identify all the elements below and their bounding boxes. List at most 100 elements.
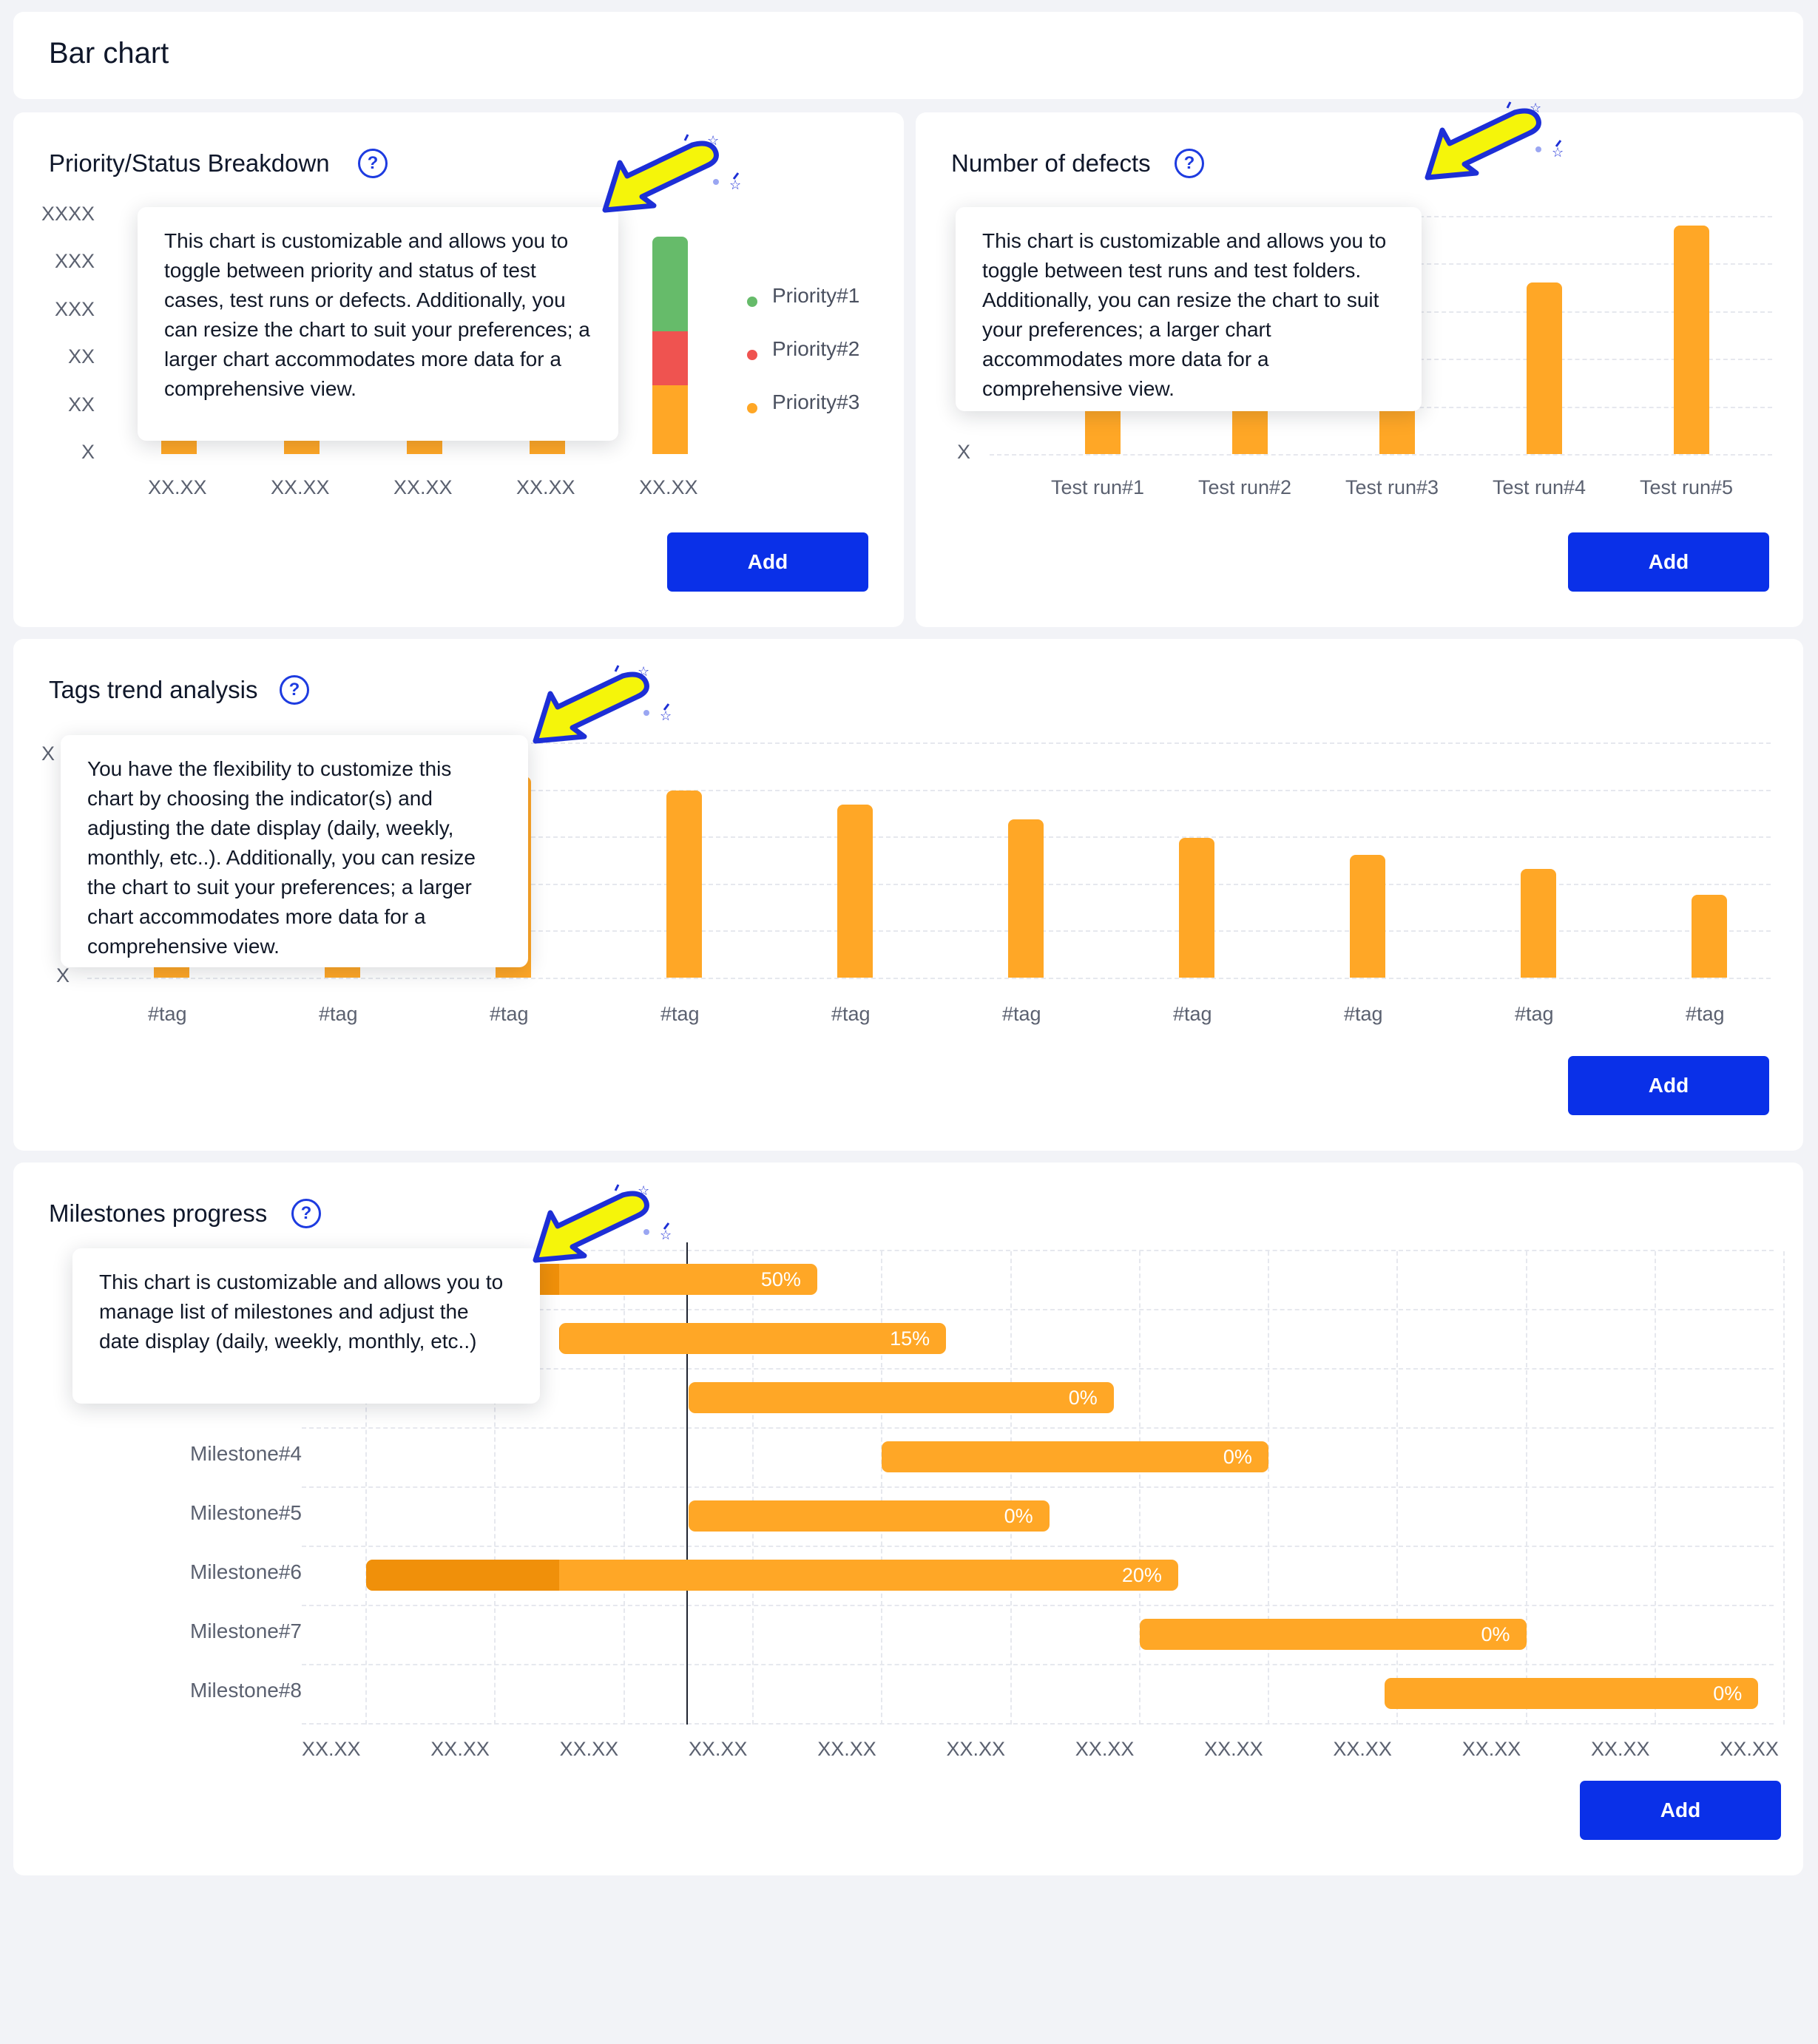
legend-dot <box>747 403 757 413</box>
card-title: Milestones progress <box>49 1199 268 1227</box>
x-tick-label: XX.XX <box>688 1738 748 1760</box>
bar-segment <box>652 385 688 454</box>
add-button[interactable]: Add <box>1568 532 1769 592</box>
gridline <box>881 1251 883 1725</box>
highlight-arrow-icon: ☆ ☆ <box>1425 101 1564 180</box>
defects-card: Number of defects ? X Test run#1 Test run#… <box>916 101 1803 627</box>
page-title: Bar chart <box>49 37 169 70</box>
bar <box>1350 854 1385 978</box>
milestone-label: Milestone#8 <box>190 1679 302 1702</box>
x-tick-label: #tag <box>490 1003 529 1025</box>
tooltip: This chart is customizable and allows yo… <box>72 1248 540 1404</box>
x-tick-label: XX.XX <box>1075 1738 1135 1760</box>
tooltip: This chart is customizable and allows yo… <box>138 207 618 441</box>
help-icon[interactable]: ? <box>280 675 309 705</box>
svg-text:☆: ☆ <box>638 664 649 679</box>
bar <box>666 791 702 978</box>
gridline <box>302 1486 1774 1488</box>
x-tick-label: #tag <box>1002 1003 1041 1025</box>
card-title: Priority/Status Breakdown <box>49 149 330 177</box>
x-tick-label: #tag <box>1515 1003 1554 1025</box>
x-tick-label: #tag <box>148 1003 187 1025</box>
gridline <box>302 1546 1774 1547</box>
svg-text:☆: ☆ <box>660 1228 672 1242</box>
bar <box>1527 282 1562 454</box>
y-tick-label: XXXX <box>41 203 95 225</box>
header-card: Bar chart <box>13 12 1803 99</box>
gridline <box>1396 1251 1399 1725</box>
bar <box>837 805 873 978</box>
x-tick-label: #tag <box>660 1003 700 1025</box>
milestone-percent: 50% <box>760 1268 801 1290</box>
milestone-percent: 0% <box>1004 1505 1033 1527</box>
gridline <box>87 930 1771 933</box>
gridline <box>87 789 1771 791</box>
gridline <box>302 1309 1774 1310</box>
x-tick-label: Test run#4 <box>1493 476 1586 498</box>
y-tick-label: X <box>956 441 970 463</box>
gridline <box>302 1664 1774 1665</box>
bar <box>1521 868 1556 978</box>
y-tick-label: XXX <box>54 250 95 273</box>
add-button[interactable]: Add <box>1568 1056 1769 1115</box>
gridline <box>751 1251 754 1725</box>
bar <box>1692 895 1727 978</box>
bar <box>1085 410 1121 454</box>
help-icon[interactable]: ? <box>291 1199 321 1228</box>
tooltip: You have the flexibility to customize th… <box>61 735 528 967</box>
bar-segment <box>652 236 688 331</box>
x-tick-label: XX.XX <box>1591 1738 1650 1760</box>
x-tick-label: XX.XX <box>271 476 330 498</box>
legend-dot <box>747 350 757 360</box>
svg-text:☆: ☆ <box>1552 145 1564 160</box>
gridline <box>87 883 1771 885</box>
x-tick-label: Test run#3 <box>1345 476 1439 498</box>
gridline <box>87 836 1771 839</box>
card-title: Tags trend analysis <box>49 676 258 703</box>
gridline <box>1655 1251 1656 1725</box>
gridline <box>494 1251 496 1725</box>
milestone-bar: 0% <box>1139 1619 1527 1650</box>
bar-segment <box>652 331 688 386</box>
gridline <box>87 978 1771 979</box>
gridline <box>1783 1251 1785 1725</box>
x-tick-label: #tag <box>1173 1003 1212 1025</box>
y-tick-label: XXX <box>54 297 95 320</box>
milestone-percent: 15% <box>890 1327 930 1350</box>
x-tick-label: XX.XX <box>559 1738 619 1760</box>
bar <box>1179 838 1214 978</box>
help-icon[interactable]: ? <box>1175 149 1204 178</box>
current-date-marker <box>686 1242 689 1725</box>
gridline <box>302 1250 1774 1251</box>
x-tick-label: XX.XX <box>1720 1738 1779 1760</box>
milestone-bar: 0% <box>688 1382 1114 1413</box>
y-tick-label: XX <box>67 345 95 368</box>
milestone-percent: 20% <box>1121 1564 1162 1586</box>
highlight-arrow-icon: ☆ ☆ <box>602 133 741 213</box>
gridline <box>87 742 1771 744</box>
bar <box>161 438 197 454</box>
svg-text:☆: ☆ <box>638 1183 649 1198</box>
add-button[interactable]: Add <box>667 532 868 592</box>
x-tick-label: XX.XX <box>393 476 453 498</box>
x-tick-label: XX.XX <box>516 476 575 498</box>
milestone-percent: 0% <box>1481 1623 1510 1645</box>
milestone-bar: 15% <box>559 1323 947 1354</box>
x-tick-label: XX.XX <box>946 1738 1006 1760</box>
milestone-bar: 0% <box>1384 1678 1759 1709</box>
add-button[interactable]: Add <box>1580 1781 1781 1840</box>
help-icon[interactable]: ? <box>358 149 388 178</box>
x-tick-label: Test run#5 <box>1640 476 1734 498</box>
bar <box>1379 410 1415 454</box>
legend-dot <box>747 297 757 307</box>
svg-text:☆: ☆ <box>729 177 741 192</box>
x-tick-label: #tag <box>831 1003 871 1025</box>
x-tick-label: XX.XX <box>302 1738 361 1760</box>
milestones-card: Milestones progress ? XX.XX XX.XX XX.XX XX.… <box>13 1163 1803 1875</box>
gridline <box>1010 1251 1012 1725</box>
gridline <box>1268 1251 1270 1725</box>
gridline <box>990 454 1772 456</box>
priority-status-card: Priority/Status Breakdown ? X XX XX XXX XXX X… <box>13 112 904 627</box>
x-tick-label: Test run#2 <box>1198 476 1292 498</box>
x-tick-label: XX.XX <box>1462 1738 1521 1760</box>
